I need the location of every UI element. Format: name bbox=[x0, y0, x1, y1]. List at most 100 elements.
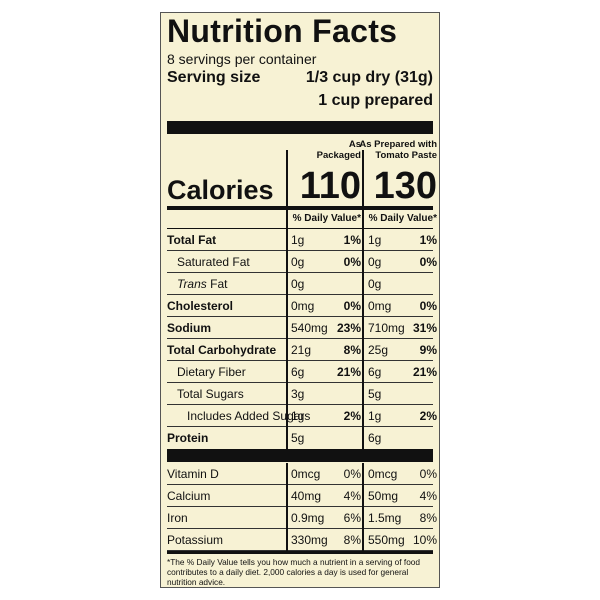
dv-header: % Daily Value* bbox=[368, 213, 437, 224]
nutrient-name-text: Total Sugars bbox=[177, 387, 244, 401]
column-divider bbox=[286, 463, 288, 551]
nutrient-name-text: Total Fat bbox=[167, 233, 217, 247]
footnote: *The % Daily Value tells you how much a … bbox=[167, 557, 421, 587]
nutrient-name: Trans Fat bbox=[177, 277, 227, 291]
rule bbox=[167, 316, 433, 317]
nutrient-name: Dietary Fiber bbox=[177, 365, 246, 379]
servings: 8 servings per container bbox=[167, 51, 317, 67]
daily-value: 10% bbox=[412, 533, 437, 547]
daily-value: 8% bbox=[343, 343, 361, 357]
amount: 0mg bbox=[368, 299, 392, 313]
daily-value: 0% bbox=[343, 299, 361, 313]
nutrient-name-text: Calcium bbox=[167, 489, 211, 503]
serving-size-amount: 1/3 cup dry (31g) bbox=[305, 69, 433, 86]
daily-value: 21% bbox=[336, 365, 361, 379]
rule bbox=[167, 506, 433, 507]
nutrient-name-text: Protein bbox=[167, 431, 209, 445]
rule bbox=[167, 272, 433, 273]
calories-label: Calories bbox=[167, 175, 274, 205]
nutrient-name: Includes Added Sugars bbox=[187, 409, 310, 423]
daily-value: 4% bbox=[419, 489, 437, 503]
daily-value: 2% bbox=[343, 409, 361, 423]
nutrient-name: Vitamin D bbox=[167, 467, 219, 481]
daily-value: 4% bbox=[343, 489, 361, 503]
daily-value: 0% bbox=[343, 467, 361, 481]
rule bbox=[167, 206, 433, 210]
daily-value: 0% bbox=[343, 255, 361, 269]
rule bbox=[167, 550, 433, 551]
nutrient-name-text: Sodium bbox=[167, 321, 211, 335]
rule bbox=[167, 250, 433, 251]
nutrient-name: Potassium bbox=[167, 533, 223, 547]
serving-size-prepared: 1 cup prepared bbox=[318, 92, 433, 109]
nutrient-name-text: Iron bbox=[167, 511, 188, 525]
amount: 0g bbox=[291, 277, 305, 291]
column-divider bbox=[286, 150, 288, 449]
nutrient-name: Total Sugars bbox=[177, 387, 244, 401]
nutrient-name-text: Cholesterol bbox=[167, 299, 234, 313]
rule bbox=[167, 528, 433, 529]
rule bbox=[167, 382, 433, 383]
amount: 6g bbox=[368, 431, 382, 445]
amount: 540mg bbox=[291, 321, 328, 335]
daily-value: 23% bbox=[336, 321, 361, 335]
nutrient-name: Protein bbox=[167, 431, 208, 445]
column-header: As Packaged bbox=[316, 139, 361, 161]
amount: 40mg bbox=[291, 489, 322, 503]
nutrient-name-text: Potassium bbox=[167, 533, 224, 547]
calories-value: 110 bbox=[299, 165, 361, 207]
nutrition-label: Nutrition Facts 8 servings per container S… bbox=[160, 12, 440, 588]
amount: 1g bbox=[291, 233, 305, 247]
amount: 6g bbox=[291, 365, 305, 379]
rule bbox=[167, 426, 433, 427]
nutrient-name: Saturated Fat bbox=[177, 255, 250, 269]
column-divider bbox=[362, 463, 364, 551]
amount: 330mg bbox=[291, 533, 328, 547]
amount: 21g bbox=[291, 343, 312, 357]
serving-size-label: Serving size bbox=[167, 69, 261, 86]
amount: 5g bbox=[368, 387, 382, 401]
nutrient-name-text: Includes Added Sugars bbox=[187, 409, 311, 423]
amount: 5g bbox=[291, 431, 305, 445]
amount: 0g bbox=[368, 255, 382, 269]
daily-value: 2% bbox=[419, 409, 437, 423]
amount: 50mg bbox=[368, 489, 399, 503]
rule bbox=[167, 228, 433, 229]
amount: 710mg bbox=[368, 321, 405, 335]
column-divider bbox=[362, 150, 364, 449]
daily-value: 21% bbox=[412, 365, 437, 379]
nutrient-name: Sodium bbox=[167, 321, 211, 335]
nutrient-name-text: Dietary Fiber bbox=[177, 365, 246, 379]
daily-value: 0% bbox=[419, 255, 437, 269]
daily-value: 0% bbox=[419, 299, 437, 313]
nutrient-name: Total Fat bbox=[167, 233, 216, 247]
nutrient-name-text: Fat bbox=[210, 277, 228, 291]
amount: 0mg bbox=[291, 299, 315, 313]
nutrient-name-text: Total Carbohydrate bbox=[167, 343, 277, 357]
column-header: As Prepared with Tomato Paste bbox=[359, 139, 437, 161]
amount: 25g bbox=[368, 343, 389, 357]
amount: 0mcg bbox=[368, 467, 398, 481]
nutrient-name: Total Carbohydrate bbox=[167, 343, 276, 357]
nutrient-name-text: Saturated Fat bbox=[177, 255, 250, 269]
daily-value: 6% bbox=[343, 511, 361, 525]
daily-value: 1% bbox=[419, 233, 437, 247]
amount: 0mcg bbox=[291, 467, 321, 481]
thick-bar bbox=[167, 449, 433, 462]
nutrient-name-italic: Trans bbox=[177, 277, 207, 291]
amount: 1g bbox=[291, 409, 305, 423]
thick-bar bbox=[167, 121, 433, 134]
daily-value: 0% bbox=[419, 467, 437, 481]
calories-value: 130 bbox=[373, 165, 437, 207]
title: Nutrition Facts bbox=[167, 13, 398, 49]
amount: 1g bbox=[368, 233, 382, 247]
daily-value: 31% bbox=[412, 321, 437, 335]
amount: 0.9mg bbox=[291, 511, 325, 525]
amount: 1.5mg bbox=[368, 511, 402, 525]
rule bbox=[167, 360, 433, 361]
nutrient-name: Cholesterol bbox=[167, 299, 233, 313]
rule bbox=[167, 294, 433, 295]
amount: 0g bbox=[368, 277, 382, 291]
nutrient-name-text: Vitamin D bbox=[167, 467, 219, 481]
